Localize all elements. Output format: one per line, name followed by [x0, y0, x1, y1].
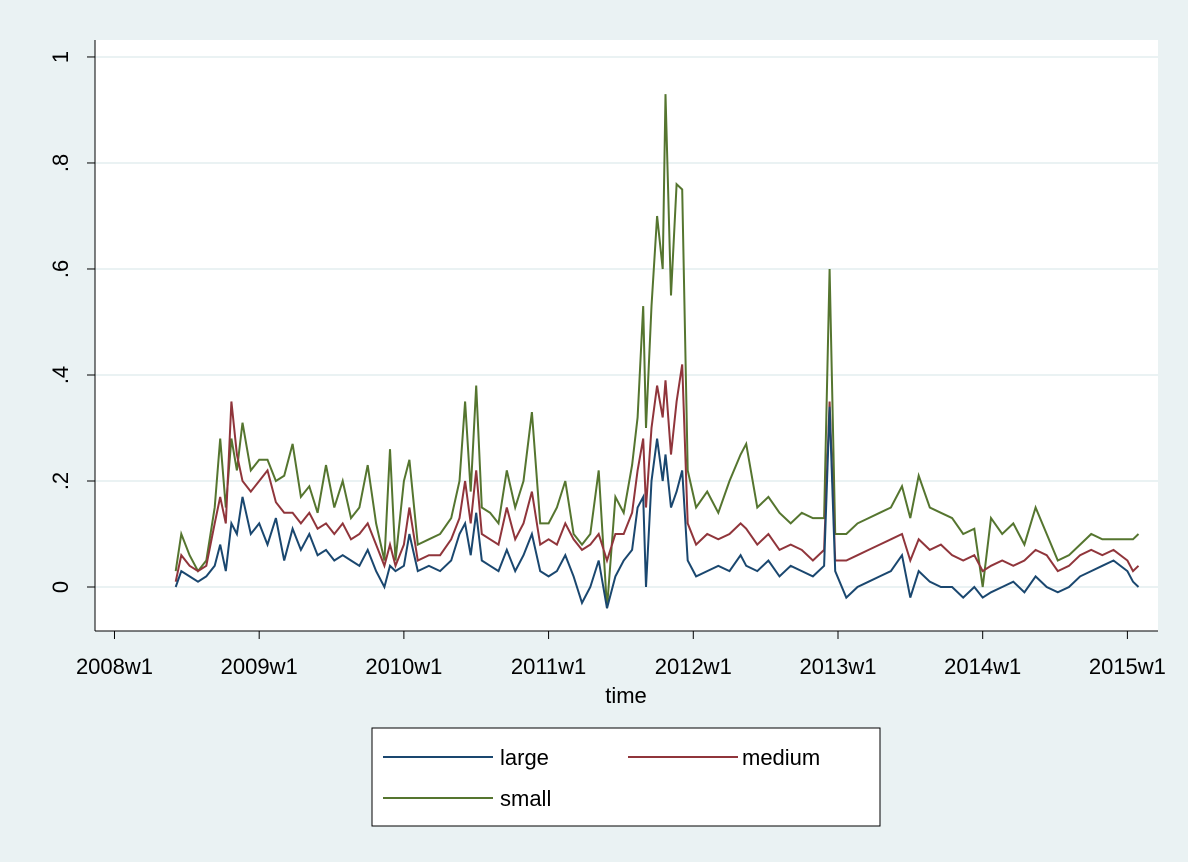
series-line: [174, 406, 1140, 609]
legend-label: medium: [742, 745, 820, 770]
legend-label: small: [500, 786, 551, 811]
y-tick-label: 1: [48, 51, 73, 63]
legend-label: large: [500, 745, 549, 770]
x-tick-label: 2010w1: [365, 654, 442, 679]
x-tick-label: 2014w1: [944, 654, 1021, 679]
plot-area: [95, 40, 1158, 631]
y-tick-label: .4: [48, 366, 73, 384]
x-tick-label: 2015w1: [1089, 654, 1166, 679]
x-tick-label: 2011w1: [511, 654, 586, 679]
legend-box: [371, 727, 881, 827]
y-tick-label: 0: [48, 581, 73, 593]
y-tick-label: .6: [48, 260, 73, 278]
x-axis-label: time: [605, 683, 647, 708]
x-tick-label: 2012w1: [655, 654, 732, 679]
series-line: [174, 364, 1140, 582]
series-line: [174, 94, 1140, 609]
y-tick-label: .8: [48, 154, 73, 172]
y-tick-label: .2: [48, 472, 73, 490]
x-tick-label: 2013w1: [799, 654, 876, 679]
x-tick-label: 2008w1: [76, 654, 153, 679]
x-tick-label: 2009w1: [221, 654, 298, 679]
